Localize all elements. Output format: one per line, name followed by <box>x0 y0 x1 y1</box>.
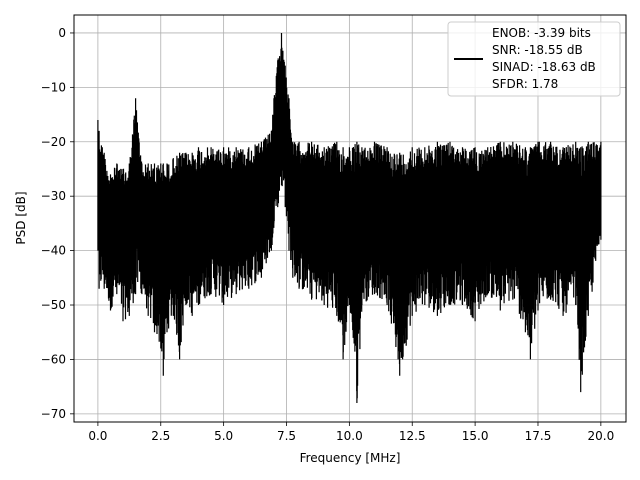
x-tick-label: 2.5 <box>151 429 170 443</box>
y-axis-ticks: 0 −10 −20 −30 −40 −50 −60 −70 <box>41 26 74 421</box>
legend-entry-sinad: SINAD: -18.63 dB <box>492 60 596 74</box>
y-tick-label: 0 <box>58 26 66 40</box>
x-tick-label: 17.5 <box>525 429 552 443</box>
y-tick-label: −30 <box>41 189 66 203</box>
x-tick-label: 20.0 <box>587 429 614 443</box>
plot-frame <box>73 14 627 423</box>
psd-series <box>97 33 602 403</box>
x-axis-ticks: 0.0 2.5 5.0 7.5 10.0 12.5 15.0 17.5 20.0 <box>88 422 614 443</box>
legend-entry-snr: SNR: -18.55 dB <box>492 43 583 57</box>
x-tick-label: 15.0 <box>462 429 489 443</box>
y-tick-label: −20 <box>41 135 66 149</box>
x-tick-label: 0.0 <box>88 429 107 443</box>
x-tick-label: 7.5 <box>277 429 296 443</box>
x-tick-label: 5.0 <box>214 429 233 443</box>
psd-series-line <box>97 33 602 403</box>
x-tick-label: 12.5 <box>399 429 426 443</box>
legend: ENOB: -3.39 bits SNR: -18.55 dB SINAD: -… <box>447 21 621 97</box>
y-tick-label: −40 <box>41 244 66 258</box>
x-tick-label: 10.0 <box>336 429 363 443</box>
legend-entry-enob: ENOB: -3.39 bits <box>492 26 591 40</box>
y-tick-label: −70 <box>41 407 66 421</box>
y-axis-label: PSD [dB] <box>14 191 28 244</box>
y-tick-label: −10 <box>41 80 66 94</box>
y-tick-label: −60 <box>41 352 66 366</box>
legend-entry-sfdr: SFDR: 1.78 <box>492 77 558 91</box>
legend-box <box>447 21 621 97</box>
x-axis-label: Frequency [MHz] <box>300 451 401 465</box>
y-tick-label: −50 <box>41 298 66 312</box>
